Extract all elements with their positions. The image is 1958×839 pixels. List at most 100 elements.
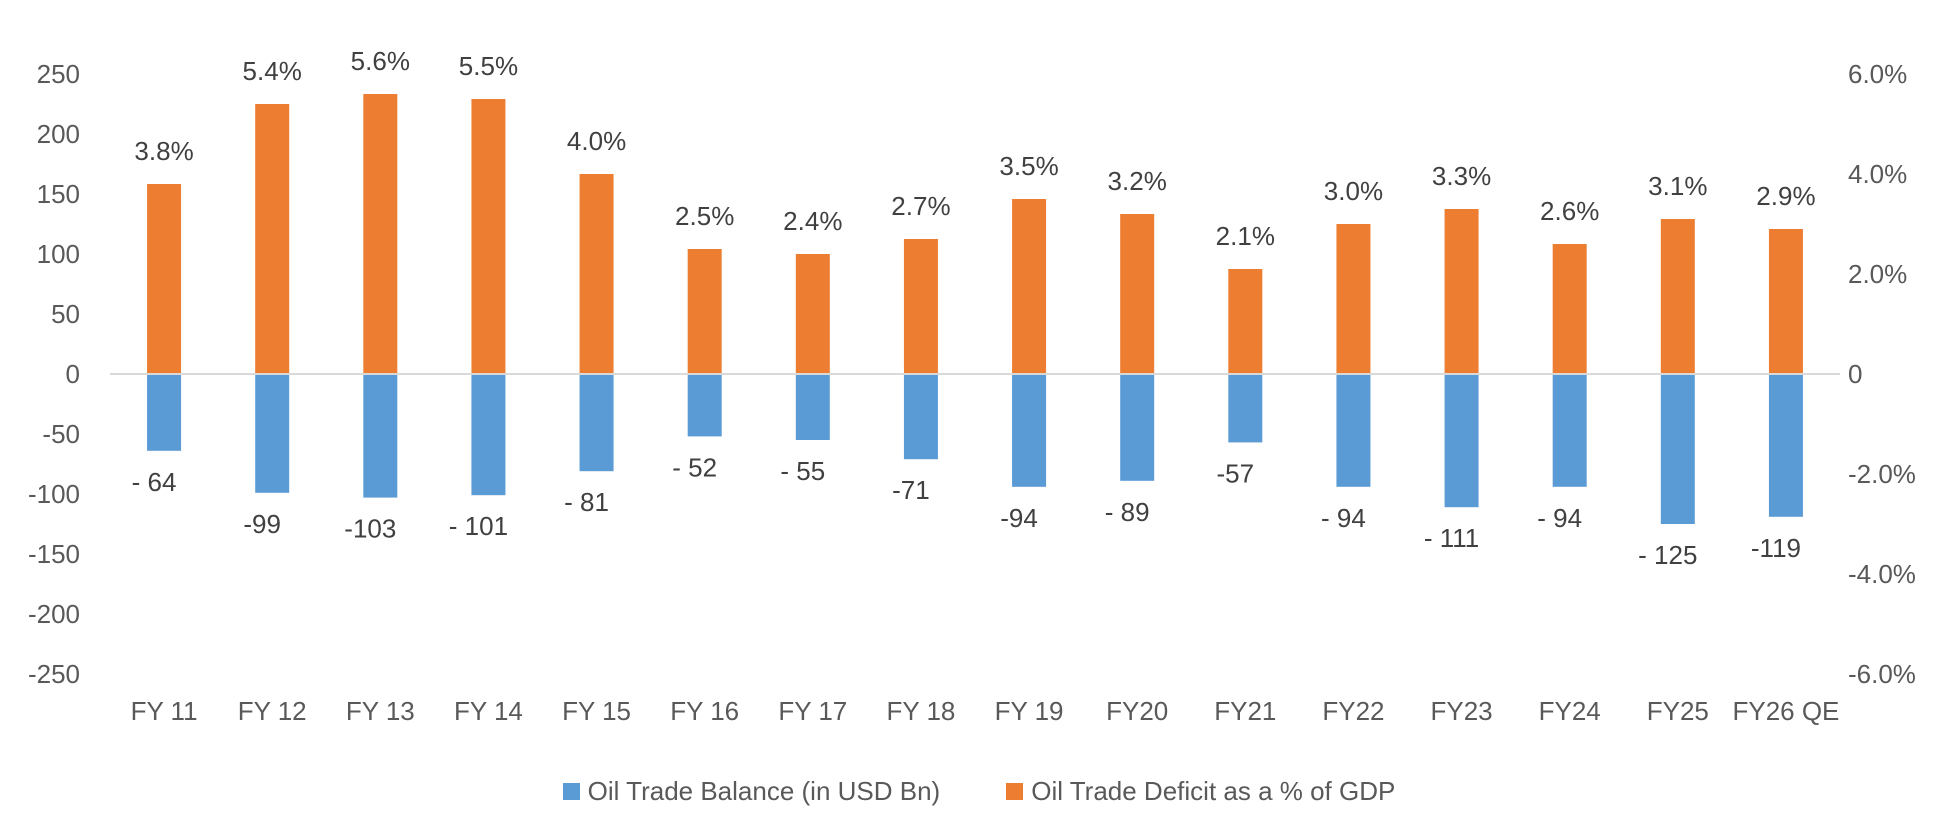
right-tick-label: -4.0% bbox=[1848, 559, 1916, 589]
right-tick-label: -6.0% bbox=[1848, 659, 1916, 689]
data-label-balance: - 94 bbox=[1537, 503, 1582, 533]
bar-oil-trade-deficit-pct bbox=[687, 249, 722, 374]
bar-oil-trade-deficit-pct bbox=[903, 239, 938, 374]
category-label: FY 15 bbox=[562, 696, 631, 726]
legend-label: Oil Trade Balance (in USD Bn) bbox=[587, 776, 941, 806]
category-label: FY26 QE bbox=[1732, 696, 1839, 726]
bar-oil-trade-balance bbox=[147, 374, 182, 451]
data-label-pct: 2.7% bbox=[891, 191, 950, 221]
data-label-pct: 3.1% bbox=[1648, 171, 1707, 201]
legend-item-oil-trade-balance: Oil Trade Balance (in USD Bn) bbox=[562, 776, 941, 807]
bar-oil-trade-balance bbox=[579, 374, 614, 472]
right-tick-label: 6.0% bbox=[1848, 59, 1907, 89]
left-tick-label: 200 bbox=[37, 119, 80, 149]
bar-oil-trade-balance bbox=[471, 374, 506, 496]
bar-oil-trade-deficit-pct bbox=[1120, 214, 1155, 374]
legend-swatch-blue bbox=[562, 783, 580, 800]
bar-oil-trade-deficit-pct bbox=[1444, 209, 1479, 374]
legend-item-oil-trade-deficit: Oil Trade Deficit as a % of GDP bbox=[1006, 776, 1395, 807]
bar-oil-trade-balance bbox=[363, 374, 398, 498]
data-label-balance: - 64 bbox=[132, 467, 177, 497]
category-label: FY24 bbox=[1539, 696, 1601, 726]
bar-oil-trade-balance bbox=[687, 374, 722, 437]
data-label-balance: - 125 bbox=[1638, 540, 1697, 570]
data-label-pct: 3.8% bbox=[134, 136, 193, 166]
bar-oil-trade-balance bbox=[1444, 374, 1479, 508]
bar-oil-trade-deficit-pct bbox=[363, 94, 398, 374]
bar-oil-trade-deficit-pct bbox=[1336, 224, 1371, 374]
bar-oil-trade-balance bbox=[795, 374, 830, 440]
data-label-pct: 2.9% bbox=[1756, 181, 1815, 211]
bar-oil-trade-deficit-pct bbox=[1012, 199, 1047, 374]
bar-oil-trade-balance bbox=[1120, 374, 1155, 481]
left-tick-label: 0 bbox=[66, 359, 80, 389]
data-label-balance: - 89 bbox=[1105, 497, 1150, 527]
data-label-pct: 5.5% bbox=[459, 51, 518, 81]
category-label: FY 17 bbox=[778, 696, 847, 726]
data-label-pct: 5.4% bbox=[243, 56, 302, 86]
data-label-balance: -57 bbox=[1217, 458, 1255, 488]
x-axis: FY 11 FY 12 FY 13 FY 14 FY 15 FY 16 FY 17 FY 18… bbox=[131, 696, 1840, 726]
left-tick-label: -250 bbox=[28, 659, 80, 689]
bar-oil-trade-balance bbox=[903, 374, 938, 460]
bar-oil-trade-balance bbox=[255, 374, 290, 493]
data-label-balance: - 101 bbox=[449, 511, 508, 541]
category-label: FY25 bbox=[1647, 696, 1709, 726]
legend-label: Oil Trade Deficit as a % of GDP bbox=[1031, 776, 1396, 806]
data-label-pct: 2.1% bbox=[1216, 221, 1275, 251]
bar-oil-trade-balance bbox=[1228, 374, 1263, 443]
left-tick-label: -200 bbox=[28, 599, 80, 629]
bar-oil-trade-balance bbox=[1012, 374, 1047, 487]
data-label-balance: -119 bbox=[1751, 533, 1801, 563]
bar-oil-trade-balance bbox=[1660, 374, 1695, 524]
bar-oil-trade-deficit-pct bbox=[471, 99, 506, 374]
category-label: FY22 bbox=[1322, 696, 1384, 726]
bar-oil-trade-deficit-pct bbox=[147, 184, 182, 374]
data-label-pct: 4.0% bbox=[567, 126, 626, 156]
category-label: FY 16 bbox=[670, 696, 739, 726]
bar-oil-trade-deficit-pct bbox=[579, 174, 614, 374]
bar-oil-trade-balance bbox=[1552, 374, 1587, 487]
data-label-balance: - 81 bbox=[564, 487, 609, 517]
category-label: FY23 bbox=[1430, 696, 1492, 726]
left-tick-label: 50 bbox=[51, 299, 80, 329]
category-label: FY21 bbox=[1214, 696, 1276, 726]
chart: 250 200 150 100 50 0 -50 -100 -150 -200 -250 6.0% 4… bbox=[28, 46, 1916, 726]
data-label-balance: -99 bbox=[243, 509, 281, 539]
legend: Oil Trade Balance (in USD Bn) Oil Trade … bbox=[0, 776, 1958, 807]
data-label-balance: -71 bbox=[892, 475, 930, 505]
data-label-pct: 3.2% bbox=[1108, 166, 1167, 196]
legend-swatch-orange bbox=[1006, 783, 1024, 800]
bar-oil-trade-deficit-pct bbox=[795, 254, 830, 374]
data-label-pct: 5.6% bbox=[351, 46, 410, 76]
bar-oil-trade-deficit-pct bbox=[1552, 244, 1587, 374]
data-label-pct: 2.6% bbox=[1540, 196, 1599, 226]
left-tick-label: 100 bbox=[37, 239, 80, 269]
right-tick-label: -2.0% bbox=[1848, 459, 1916, 489]
data-label-pct: 3.3% bbox=[1432, 161, 1491, 191]
category-label: FY 14 bbox=[454, 696, 523, 726]
left-tick-label: 150 bbox=[37, 179, 80, 209]
data-label-balance: - 94 bbox=[1321, 503, 1366, 533]
bar-oil-trade-deficit-pct bbox=[1228, 269, 1263, 374]
data-label-balance: - 55 bbox=[780, 456, 825, 486]
category-label: FY 12 bbox=[238, 696, 307, 726]
left-tick-label: -50 bbox=[42, 419, 80, 449]
data-label-balance: -94 bbox=[1000, 503, 1038, 533]
data-label-pct: 3.5% bbox=[999, 151, 1058, 181]
data-label-balance: -103 bbox=[344, 514, 396, 544]
bar-oil-trade-deficit-pct bbox=[1660, 219, 1695, 374]
right-tick-label: 2.0% bbox=[1848, 259, 1907, 289]
left-tick-label: 250 bbox=[37, 59, 80, 89]
category-label: FY 18 bbox=[886, 696, 955, 726]
data-label-pct: 2.5% bbox=[675, 201, 734, 231]
bars bbox=[147, 94, 1803, 524]
right-y-axis: 6.0% 4.0% 2.0% 0 -2.0% -4.0% -6.0% bbox=[1848, 59, 1916, 689]
category-label: FY20 bbox=[1106, 696, 1168, 726]
bar-oil-trade-deficit-pct bbox=[255, 104, 290, 374]
data-labels: 3.8% - 64 5.4% -99 5.6% -103 5.5% - 101 4.0% - 81… bbox=[132, 46, 1816, 570]
data-label-balance: - 52 bbox=[672, 452, 717, 482]
left-tick-label: -150 bbox=[28, 539, 80, 569]
bar-oil-trade-balance bbox=[1768, 374, 1803, 517]
data-label-pct: 2.4% bbox=[783, 206, 842, 236]
